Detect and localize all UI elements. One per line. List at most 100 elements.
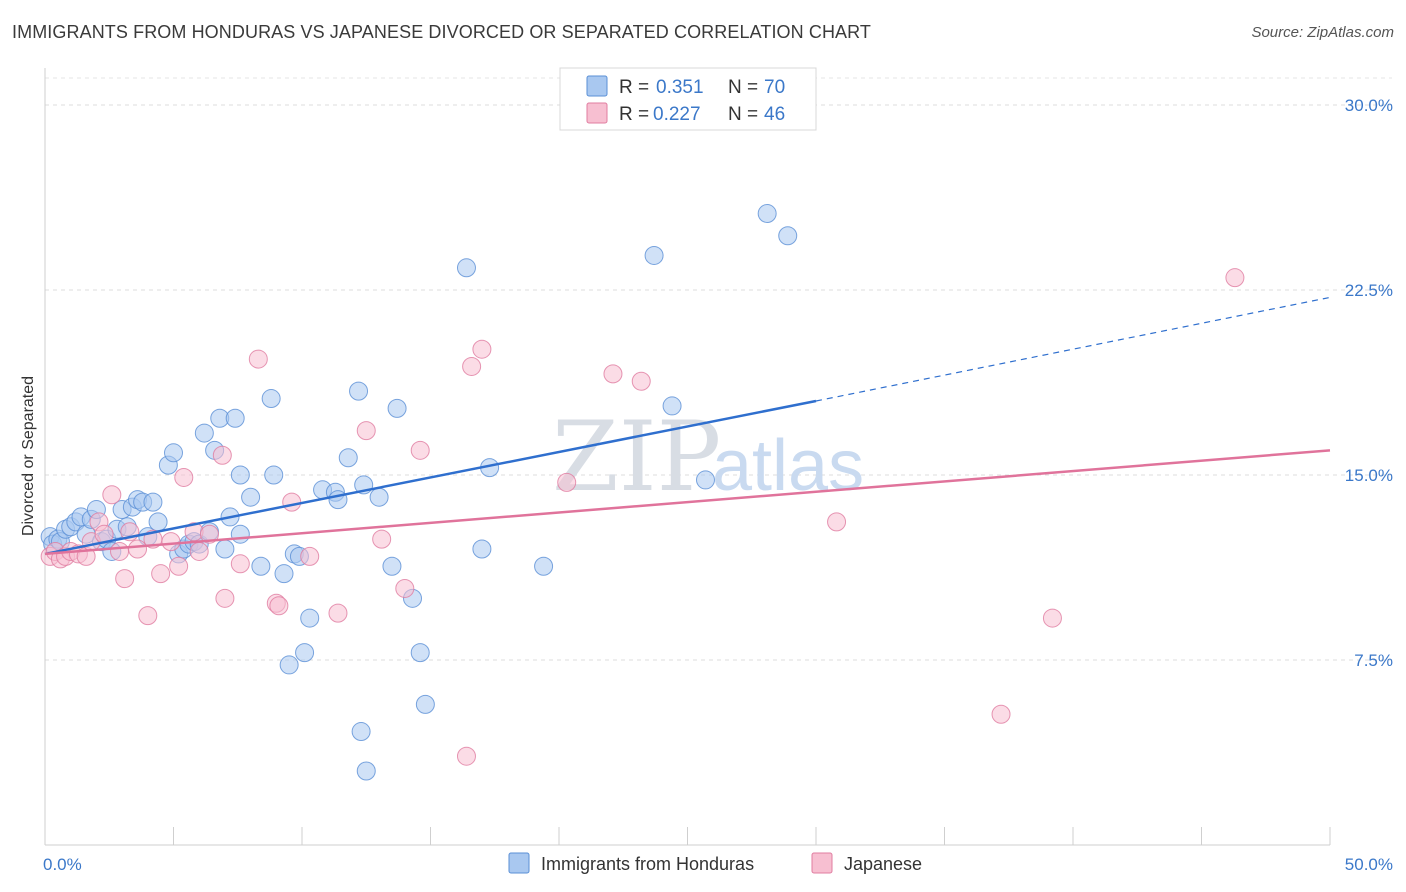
point-honduras (230, 524, 250, 544)
point-japanese (248, 349, 268, 369)
point-japanese (395, 578, 415, 598)
legend: R = 0.351 N = 70 R = 0.227 N = 46 (559, 67, 817, 131)
point-honduras (274, 564, 294, 584)
point-japanese (161, 532, 181, 552)
x-tick-label: 50.0% (1345, 855, 1393, 874)
point-honduras (757, 204, 777, 224)
legend-n-label: N = (728, 77, 758, 98)
point-japanese (199, 524, 219, 544)
point-honduras (261, 389, 281, 409)
point-japanese (1042, 608, 1062, 628)
point-japanese (328, 603, 348, 623)
point-honduras (644, 245, 664, 265)
point-japanese (1225, 268, 1245, 288)
point-japanese (991, 704, 1011, 724)
trendline-honduras (44, 399, 817, 556)
point-japanese (110, 541, 130, 561)
x-tick-labels: 0.0% 50.0% (43, 855, 1393, 874)
point-honduras (225, 408, 245, 428)
point-japanese (827, 512, 847, 532)
point-japanese (212, 445, 232, 465)
point-honduras (300, 608, 320, 628)
legend-n-value: 70 (764, 77, 785, 98)
point-honduras (662, 396, 682, 416)
point-honduras (456, 258, 476, 278)
point-japanese (138, 606, 158, 626)
point-japanese (102, 485, 122, 505)
watermark-zip: ZIP (552, 401, 721, 513)
point-honduras (778, 226, 798, 246)
point-japanese (151, 564, 171, 584)
point-honduras (295, 643, 315, 663)
point-japanese (300, 546, 320, 566)
legend-row-japanese: R = 0.227 N = 46 (586, 102, 785, 125)
legend-r-label: R = (619, 104, 649, 125)
point-japanese (269, 596, 289, 616)
point-japanese (128, 539, 148, 559)
point-honduras (472, 539, 492, 559)
point-japanese (215, 588, 235, 608)
point-honduras (338, 448, 358, 468)
point-honduras (695, 470, 715, 490)
point-honduras (143, 492, 163, 512)
point-honduras (194, 423, 214, 443)
point-honduras (148, 512, 168, 532)
legend-r-value: 0.351 (656, 77, 704, 98)
legend-n-label: N = (728, 104, 758, 125)
point-honduras (410, 643, 430, 663)
bottom-legend-swatch-honduras (508, 852, 530, 874)
point-honduras (215, 539, 235, 559)
point-honduras (241, 487, 261, 507)
point-japanese (115, 569, 135, 589)
bottom-legend-honduras: Immigrants from Honduras (541, 854, 754, 874)
trend-layer (44, 296, 1331, 556)
point-honduras (264, 465, 284, 485)
legend-swatch-honduras (586, 75, 608, 97)
point-japanese (189, 541, 209, 561)
y-axis-label: Divorced or Separated (20, 376, 37, 536)
trendline-honduras-extension (815, 296, 1331, 402)
point-japanese (456, 746, 476, 766)
y-tick-label: 22.5% (1345, 281, 1393, 300)
point-honduras (382, 556, 402, 576)
point-honduras (351, 722, 371, 742)
legend-row-honduras: R = 0.351 N = 70 (586, 75, 785, 98)
point-japanese (603, 364, 623, 384)
point-honduras (415, 694, 435, 714)
point-honduras (251, 556, 271, 576)
y-tick-label: 15.0% (1345, 466, 1393, 485)
point-honduras (230, 465, 250, 485)
point-japanese (557, 472, 577, 492)
point-honduras (164, 443, 183, 463)
legend-n-value: 46 (764, 104, 785, 125)
bottom-legend: Immigrants from Honduras Japanese (508, 852, 922, 874)
point-honduras (279, 655, 299, 675)
point-japanese (356, 421, 376, 441)
bottom-legend-swatch-japanese (811, 852, 833, 874)
grid-layer (45, 77, 1392, 661)
y-tick-label: 7.5% (1354, 651, 1393, 670)
watermark-atlas: atlas (712, 426, 864, 506)
point-honduras (387, 398, 407, 418)
point-japanese (372, 529, 392, 549)
point-japanese (410, 440, 430, 460)
point-japanese (174, 467, 194, 487)
point-japanese (472, 339, 492, 359)
point-honduras (356, 761, 376, 781)
axes-layer (44, 68, 1331, 846)
x-tick-label: 0.0% (43, 855, 82, 874)
y-tick-label: 30.0% (1345, 96, 1393, 115)
point-japanese (282, 492, 302, 512)
point-honduras (369, 487, 389, 507)
bottom-legend-japanese: Japanese (844, 854, 922, 874)
point-japanese (631, 371, 651, 391)
chart-title: IMMIGRANTS FROM HONDURAS VS JAPANESE DIV… (12, 22, 872, 42)
legend-r-value: 0.227 (653, 104, 701, 125)
watermark: ZIP atlas (552, 401, 864, 513)
point-honduras (349, 381, 369, 401)
point-japanese (169, 556, 189, 576)
point-japanese (230, 554, 250, 574)
trendline-japanese (44, 449, 1331, 556)
legend-swatch-japanese (586, 102, 608, 124)
